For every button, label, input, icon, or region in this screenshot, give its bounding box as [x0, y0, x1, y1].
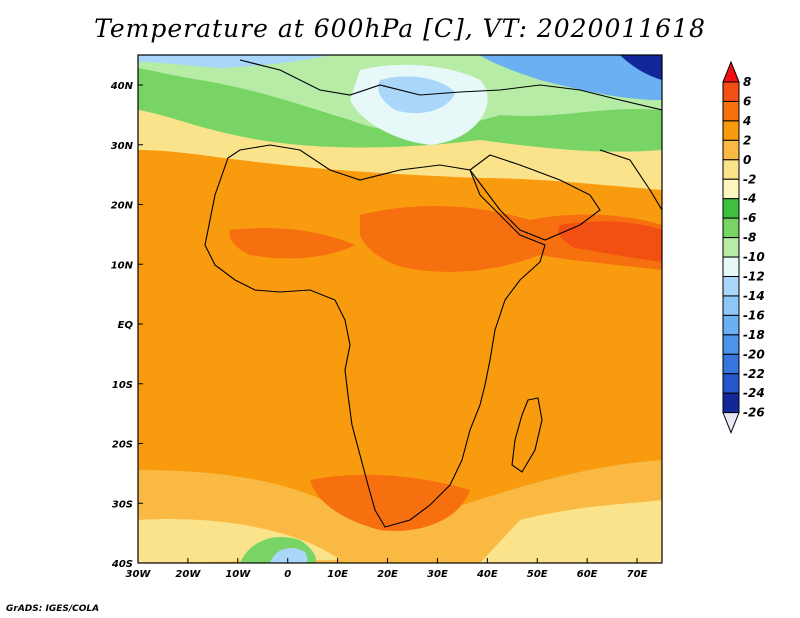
colorbar-segment	[722, 314, 740, 336]
chart-title: Temperature at 600hPa [C], VT: 202001161…	[94, 14, 706, 43]
lon-tick-label: 40E	[476, 569, 498, 580]
lat-tick-label: 20N	[111, 201, 134, 212]
colorbar-segment	[722, 334, 740, 355]
lat-tick-label: 10S	[112, 380, 133, 391]
coastlines	[204, 59, 662, 528]
colorbar-segment	[722, 81, 740, 102]
lon-tick-label: 60E	[577, 569, 598, 580]
colorbar-label: -20	[743, 347, 765, 361]
colorbar-segment	[722, 159, 740, 180]
colorbar-label: 2	[743, 133, 751, 147]
lon-tick-label: 10E	[327, 569, 348, 580]
colorbar: 8 6 4 2 0 -2 -4 -6 -8 -10 -12 -14 -16 -18 -20 -22 -24 -26	[722, 60, 765, 434]
field-ne-coldest	[620, 55, 662, 80]
lat-tick-label: 30S	[112, 499, 133, 510]
map-frame	[137, 54, 663, 564]
colorbar-label: -6	[743, 211, 756, 225]
colorbar-label: -14	[743, 289, 765, 303]
lon-tick-label: 0	[284, 569, 291, 580]
colorbar-label: -4	[743, 192, 756, 206]
colorbar-segment	[722, 120, 740, 141]
footer-credit: GrADS: IGES/COLA	[6, 604, 100, 614]
colorbar-segment	[722, 237, 740, 258]
lon-tick-label: 10W	[225, 569, 251, 580]
lat-tick-label: 10N	[111, 260, 134, 271]
colorbar-segment	[722, 256, 740, 277]
field-hot-core	[558, 221, 662, 262]
field-ne-cold	[480, 55, 662, 100]
colorbar-label: 0	[743, 153, 751, 167]
colorbar-label: -22	[743, 367, 765, 381]
lon-tick-label: 20W	[175, 569, 201, 580]
temperature-field	[138, 55, 662, 563]
lon-tick-label: 30W	[126, 569, 152, 580]
colorbar-segment	[722, 295, 740, 316]
colorbar-top-arrow	[722, 60, 740, 83]
lat-tick-label: EQ	[118, 320, 134, 331]
field-med-colder	[378, 76, 455, 114]
colorbar-label: -24	[743, 386, 765, 400]
europe-coastline	[239, 59, 662, 111]
lon-tick-label: 50E	[527, 569, 548, 580]
field-south-cold	[270, 547, 308, 563]
colorbar-segment	[722, 276, 740, 297]
colorbar-label: -10	[743, 250, 765, 264]
lat-tick-label: 40N	[110, 81, 134, 92]
colorbar-segment	[722, 100, 740, 122]
lon-tick-label: 30E	[427, 569, 448, 580]
field-south-east-cool	[480, 500, 662, 563]
colorbar-label: -16	[743, 308, 765, 322]
field-hot-south	[310, 474, 470, 531]
colorbar-segment	[722, 198, 740, 219]
colorbar-segment	[722, 392, 740, 414]
india-coastline	[599, 149, 662, 211]
field-nw-cold	[138, 55, 330, 68]
colorbar-label: -12	[743, 270, 765, 284]
colorbar-label: 4	[742, 114, 751, 128]
longitude-axis: 30W 20W 10W 0 10E 20E 30E 40E 50E 60E 70E	[126, 558, 648, 580]
madagascar-coastline	[511, 397, 543, 473]
colorbar-segment	[722, 178, 740, 200]
latitude-axis: 40N 30N 20N 10N EQ 10S 20S 30S 40S	[110, 81, 143, 570]
field-hot-west	[229, 228, 355, 259]
colorbar-segment	[722, 217, 740, 239]
lat-tick-label: 30N	[111, 141, 134, 152]
colorbar-label: -8	[743, 231, 756, 245]
colorbar-label: -2	[743, 172, 756, 186]
arabia-coastline	[469, 154, 601, 241]
lat-tick-label: 20S	[112, 440, 133, 451]
africa-coastline	[204, 144, 546, 528]
colorbar-label: -18	[743, 328, 765, 342]
lat-tick-label: 40S	[111, 559, 133, 570]
colorbar-segment	[722, 353, 740, 375]
colorbar-label: -26	[743, 406, 765, 420]
colorbar-label: 8	[743, 75, 751, 89]
colorbar-segment	[722, 373, 740, 394]
lon-tick-label: 20E	[377, 569, 398, 580]
lon-tick-label: 70E	[627, 569, 648, 580]
colorbar-label: 6	[743, 94, 751, 108]
colorbar-segment	[722, 139, 740, 161]
colorbar-bottom-arrow	[722, 412, 740, 434]
